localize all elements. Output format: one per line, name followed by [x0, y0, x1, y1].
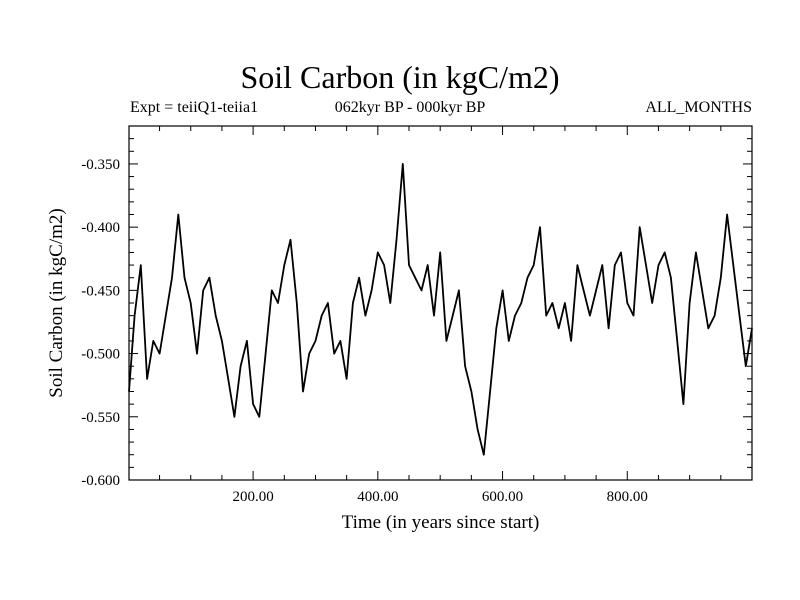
- chart-subtitle-months: ALL_MONTHS: [645, 99, 752, 116]
- y-tick-label: -0.350: [81, 157, 120, 173]
- series-line-0: [128, 162, 753, 456]
- y-tick-label: -0.400: [81, 220, 120, 236]
- x-axis-label: Time (in years since start): [342, 512, 540, 533]
- chart-subtitle-period: 062kyr BP - 000kyr BP: [334, 99, 486, 116]
- y-tick-label: -0.450: [81, 283, 120, 299]
- x-tick-label: 200.00: [232, 489, 273, 505]
- x-tick-label: 800.00: [607, 489, 648, 505]
- y-axis-ticks: -0.600 -0.550 -0.500 -0.450 -0.400 -0.350: [81, 138, 752, 489]
- chart-subtitle-experiment: Expt = teiiQ1-teiia1: [130, 99, 259, 116]
- y-tick-label: -0.600: [81, 473, 120, 489]
- y-tick-label: -0.550: [81, 410, 120, 426]
- x-tick-label: 600.00: [482, 489, 523, 505]
- y-axis-label: Soil Carbon (in kgC/m2): [46, 208, 67, 397]
- x-axis-ticks: 200.00 400.00 600.00 800.00: [159, 126, 722, 505]
- x-tick-label: 400.00: [357, 489, 398, 505]
- y-tick-label: -0.500: [81, 347, 120, 363]
- plot-frame: [128, 125, 753, 481]
- chart-title: Soil Carbon (in kgC/m2): [240, 59, 560, 95]
- series-group: [128, 162, 753, 456]
